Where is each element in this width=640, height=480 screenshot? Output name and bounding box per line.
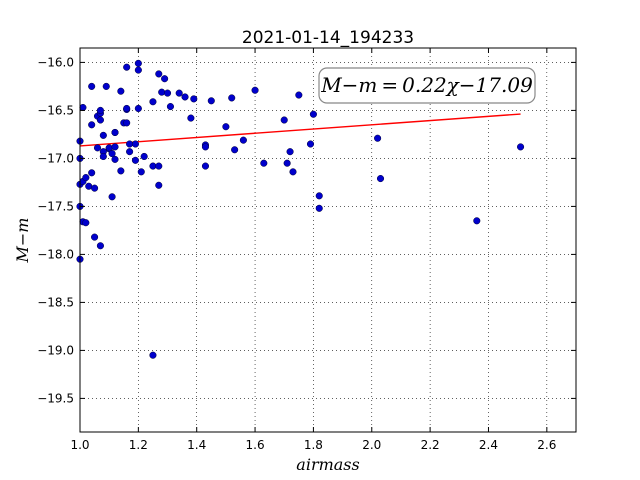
x-tick-label: 1.6 [246,438,265,452]
y-tick-label: −16.0 [37,55,74,69]
data-point [79,103,87,112]
data-point [175,89,183,97]
fit-annotation: M−m = 0.22χ−17.09 [318,67,536,104]
data-point [228,94,236,102]
data-point [131,140,139,148]
data-point [91,184,99,192]
annotation-box [318,67,536,104]
data-point [239,136,247,144]
data-point [140,152,148,161]
data-point [91,233,99,241]
data-point [260,159,268,167]
data-points [76,59,525,359]
data-point [149,98,157,106]
data-point [96,116,104,124]
data-point [181,93,189,101]
data-point [374,134,382,142]
data-point [117,87,125,95]
y-tick-label: −17.0 [37,151,74,165]
data-point [187,114,195,122]
data-point [161,75,169,83]
data-point [123,63,131,71]
y-tick-label: −17.5 [37,199,74,213]
data-point [96,106,104,114]
x-tick-label: 2.0 [362,438,381,452]
x-tick-label: 1.8 [304,438,323,452]
chart-title: 2021-01-14_194233 [242,28,414,48]
data-point [137,168,145,176]
data-point [283,159,291,167]
data-point [309,110,317,118]
y-tick-label: −19.5 [37,391,74,405]
data-point [163,89,172,97]
y-tick-label: −18.0 [37,247,74,261]
data-point [231,146,239,154]
y-tick-label: −18.5 [37,295,74,309]
data-point [201,143,210,151]
data-point [96,242,104,250]
data-point [295,91,303,99]
data-point [108,150,116,158]
x-tick-label: 2.6 [537,438,556,452]
fit-line-group [79,113,521,147]
data-point [473,217,481,225]
annotation-text: M−m = 0.22χ−17.09 [320,73,533,97]
x-tick-label: 2.2 [421,438,440,452]
data-point [93,144,102,152]
data-point [207,97,215,105]
fit-line [79,113,521,147]
x-tick-label: 2.4 [479,438,498,452]
data-point [88,169,96,177]
data-point [158,88,166,96]
data-point [376,175,385,183]
data-point [155,70,163,78]
data-point [111,155,119,163]
data-point [315,204,323,212]
data-point [149,351,157,359]
data-point [280,116,288,124]
x-tick-label: 1.4 [187,438,206,452]
data-point [134,59,142,67]
axis-ticks: 1.0 1.2 1.4 1.6 1.8 2.0 2.2 2.4 2.6 −16.0 −16.5 −17… [37,48,576,452]
data-point [82,219,90,227]
y-tick-label: −19.0 [37,343,74,357]
data-point [134,66,142,74]
data-point [155,181,163,189]
data-point [201,162,210,170]
y-tick-label: −16.5 [37,103,74,117]
data-point [315,192,323,200]
data-point [88,121,96,129]
data-point [306,140,315,148]
data-point [102,82,110,90]
data-point [289,168,297,176]
x-tick-label: 1.2 [129,438,148,452]
data-point [117,167,125,175]
x-axis-label: airmass [296,455,359,474]
data-point [88,82,96,90]
plot-area-frame [79,47,577,433]
data-point [222,123,230,131]
data-point [111,143,119,151]
data-point [190,95,198,103]
x-tick-label: 1.0 [70,438,89,452]
data-point [99,152,107,161]
y-axis-label: M−m [13,218,32,264]
data-point [166,103,174,111]
data-point [108,193,116,201]
data-point [123,104,131,113]
data-point [131,156,139,164]
data-point [155,162,163,170]
data-point [286,148,294,156]
data-point [517,143,525,151]
data-point [251,86,259,94]
data-point [123,119,131,127]
data-point [134,104,142,113]
data-point [99,131,107,139]
grid [79,48,576,432]
data-point [82,174,90,182]
data-point [111,128,119,137]
data-point [126,148,134,156]
